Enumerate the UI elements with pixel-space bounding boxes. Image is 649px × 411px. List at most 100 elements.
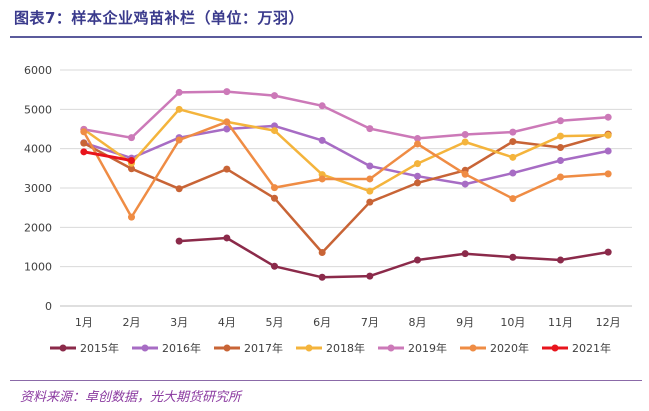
source-divider: [10, 380, 642, 381]
y-tick-label: 5000: [24, 103, 52, 116]
x-tick-label: 8月: [409, 316, 427, 329]
data-point: [318, 136, 326, 144]
data-point: [366, 125, 374, 133]
legend-label: 2017年: [244, 341, 283, 355]
data-point: [604, 170, 612, 178]
series-line: [83, 132, 609, 254]
y-tick-label: 4000: [24, 143, 52, 156]
source-note: 资料来源：卓创数据，光大期货研究所: [20, 390, 242, 405]
legend-label: 2021年: [572, 341, 611, 355]
data-point: [557, 117, 564, 125]
data-point: [80, 139, 88, 147]
data-point: [318, 102, 326, 110]
chart-area: 0 1000 2000 3000 4000 5000 6000 1月 2月 3月 4月 5月 6月 7月 8…: [10, 44, 642, 369]
legend-swatch-marker: [141, 344, 149, 352]
y-tick-label: 0: [45, 300, 52, 313]
line-chart: 0 1000 2000 3000 4000 5000 6000 1月 2月 3月 4月 5月 6月 7月 8…: [24, 64, 632, 355]
series-line: [83, 108, 609, 193]
data-point: [414, 134, 421, 142]
y-tick-label: 2000: [24, 221, 52, 234]
x-tick-label: 5月: [266, 316, 284, 329]
y-tick-label: 3000: [24, 182, 52, 195]
x-tick-label: 4月: [218, 316, 236, 329]
data-point: [271, 127, 278, 135]
data-point: [271, 262, 278, 270]
data-point: [366, 162, 374, 170]
x-tick-label: 12月: [596, 316, 621, 329]
data-point: [223, 234, 231, 242]
data-point: [175, 105, 183, 113]
data-point: [128, 134, 135, 142]
data-point: [509, 138, 517, 146]
x-tick-label: 3月: [170, 316, 188, 329]
data-point: [557, 156, 564, 164]
data-point: [128, 213, 135, 221]
x-tick-label: 6月: [313, 316, 331, 329]
data-point: [604, 147, 612, 155]
data-point: [414, 160, 421, 168]
data-point: [366, 175, 374, 183]
legend-label: 2018年: [326, 341, 365, 355]
title-bar: 图表7：样本企业鸡苗补栏（单位：万羽）: [0, 0, 649, 36]
data-point: [461, 250, 469, 258]
data-point: [318, 273, 326, 281]
legend-label: 2019年: [408, 341, 447, 355]
series-line: [83, 124, 609, 186]
data-point: [414, 179, 421, 187]
data-point: [223, 165, 231, 173]
y-tick-label: 1000: [24, 261, 52, 274]
data-point: [128, 165, 135, 173]
data-point: [604, 248, 612, 256]
x-tick-label: 1月: [75, 316, 93, 329]
data-point: [366, 187, 374, 195]
series-line: [82, 120, 609, 219]
x-tick-label: 2月: [123, 316, 141, 329]
data-point: [223, 125, 231, 133]
data-point: [175, 185, 183, 193]
data-point: [509, 128, 517, 136]
data-point: [509, 153, 517, 161]
legend-swatch-marker: [469, 344, 477, 352]
title-divider: [10, 36, 642, 38]
data-point: [318, 249, 326, 257]
data-point: [509, 195, 517, 203]
data-point: [175, 237, 183, 245]
legend-swatch-marker: [387, 344, 395, 352]
data-point: [414, 256, 421, 264]
series-line: [83, 150, 132, 162]
data-point: [557, 143, 564, 151]
data-point: [175, 136, 183, 144]
data-point: [461, 180, 469, 188]
legend-label: 2016年: [162, 341, 201, 355]
data-point: [509, 169, 517, 177]
x-tick-label: 9月: [456, 316, 474, 329]
data-point: [128, 156, 135, 164]
legend-label: 2020年: [490, 341, 529, 355]
legend-swatch-marker: [305, 344, 313, 352]
legend-swatch-marker: [223, 344, 231, 352]
data-point: [461, 170, 469, 178]
data-point: [318, 175, 326, 183]
legend-label: 2015年: [80, 341, 119, 355]
x-tick-label: 10月: [500, 316, 525, 329]
x-tick-label: 11月: [548, 316, 573, 329]
data-point: [461, 131, 469, 139]
x-tick-label: 7月: [361, 316, 379, 329]
data-point: [271, 92, 278, 100]
data-point: [557, 173, 564, 181]
data-point: [271, 194, 278, 202]
series-line: [179, 236, 609, 279]
data-point: [366, 272, 374, 280]
data-point: [414, 140, 421, 148]
data-point: [366, 198, 374, 206]
data-point: [461, 138, 469, 146]
data-point: [223, 118, 231, 126]
legend-swatch-marker: [59, 344, 67, 352]
y-tick-label: 6000: [24, 64, 52, 77]
chart-title: 图表7：样本企业鸡苗补栏（单位：万羽）: [14, 9, 304, 27]
data-point: [271, 184, 278, 192]
legend-swatch-marker: [551, 344, 559, 352]
data-point: [414, 172, 421, 180]
data-point: [175, 88, 183, 96]
data-point: [604, 113, 612, 121]
